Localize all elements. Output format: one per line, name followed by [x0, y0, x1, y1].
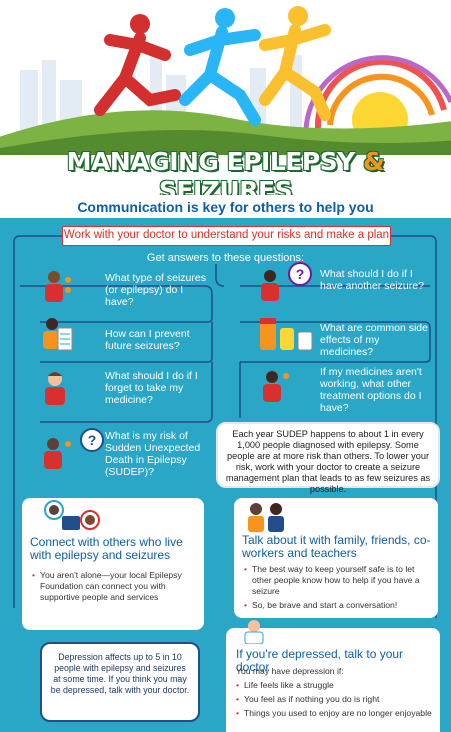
runner-blue-icon: [179, 8, 261, 126]
plan-banner: Work with your doctor to understand your…: [62, 226, 391, 246]
question-seizure-type: What type of seizures (or epilepsy) do I…: [105, 272, 206, 308]
talk-card: Talk about it with family, friends, co-w…: [234, 498, 438, 618]
list-item: You aren't alone—your local Epilepsy Fou…: [32, 570, 197, 603]
title-part-1: MANAGING EPILEPSY: [66, 147, 356, 176]
list-item: So, be brave and start a conversation!: [244, 600, 434, 611]
question-treatment-options: If my medicines aren't working, what oth…: [320, 366, 422, 414]
question-side-effects: What are common side effects of my medic…: [320, 322, 428, 358]
depressed-card-intro: You may have depression if:: [236, 666, 344, 676]
runner-red-icon: [94, 14, 181, 116]
depressed-card-bullets: Life feels like a struggle You feel as i…: [236, 680, 436, 722]
info-panel: Work with your doctor to understand your…: [0, 218, 451, 732]
connect-card-bullets: You aren't alone—your local Epilepsy Fou…: [32, 570, 197, 606]
hill-shadow: [0, 130, 451, 155]
communication-banner: Communication is key for others to help …: [0, 195, 451, 219]
medicine-bottles-icon: [260, 318, 313, 351]
depressed-card-title: If you're depressed, talk to your doctor: [236, 647, 404, 674]
depressed-card: If you're depressed, talk to your doctor…: [226, 628, 440, 732]
connect-card-title: Connect with others who live with epilep…: [30, 535, 183, 562]
question-sudep-risk: What is my risk of Sudden Unexpected Dea…: [105, 430, 201, 478]
talk-card-bullets: The best way to keep yourself safe is to…: [244, 564, 434, 614]
doctor-icon: [244, 620, 264, 644]
svg-text:?: ?: [88, 432, 97, 448]
woman-question-icon: [261, 270, 279, 301]
question-another-seizure: What should I do if I have another seizu…: [320, 268, 424, 292]
person-question-icon: [44, 438, 71, 469]
list-item: Life feels like a struggle: [236, 680, 436, 691]
list-item: Things you used to enjoy are no longer e…: [236, 708, 436, 719]
people-group-icon: [44, 500, 100, 530]
sudep-info-bubble: Each year SUDEP happens to about 1 in ev…: [216, 422, 440, 494]
hero-illustration: [0, 0, 451, 155]
question-mark-icon: ?: [288, 262, 312, 286]
title-ampersand: &: [363, 147, 385, 176]
page-title: MANAGING EPILEPSY & SEIZURES: [0, 147, 451, 205]
answers-label: Get answers to these questions:: [146, 252, 305, 264]
question-mark-icon: ?: [80, 428, 104, 452]
list-item: You feel as if nothing you do is right: [236, 694, 436, 705]
depression-info-bubble: Depression affects up to 5 in 10 people …: [40, 642, 200, 722]
list-item: The best way to keep yourself safe is to…: [244, 564, 434, 597]
connect-card: Connect with others who live with epilep…: [22, 498, 204, 630]
svg-text:?: ?: [296, 266, 305, 282]
man-medicine-icon: [263, 371, 289, 402]
hero-scene: [0, 6, 451, 155]
talking-people-icon: [248, 503, 284, 532]
talk-card-title: Talk about it with family, friends, co-w…: [242, 533, 431, 560]
question-prevent-seizures: How can I prevent future seizures?: [105, 328, 190, 352]
woman-checklist-icon: [43, 318, 73, 351]
question-forget-medicine: What should I do if I forget to take my …: [105, 370, 198, 406]
doctor-patient-icon: [45, 271, 71, 302]
person-thinking-icon: [45, 372, 65, 405]
runner-yellow-icon: [259, 6, 331, 121]
